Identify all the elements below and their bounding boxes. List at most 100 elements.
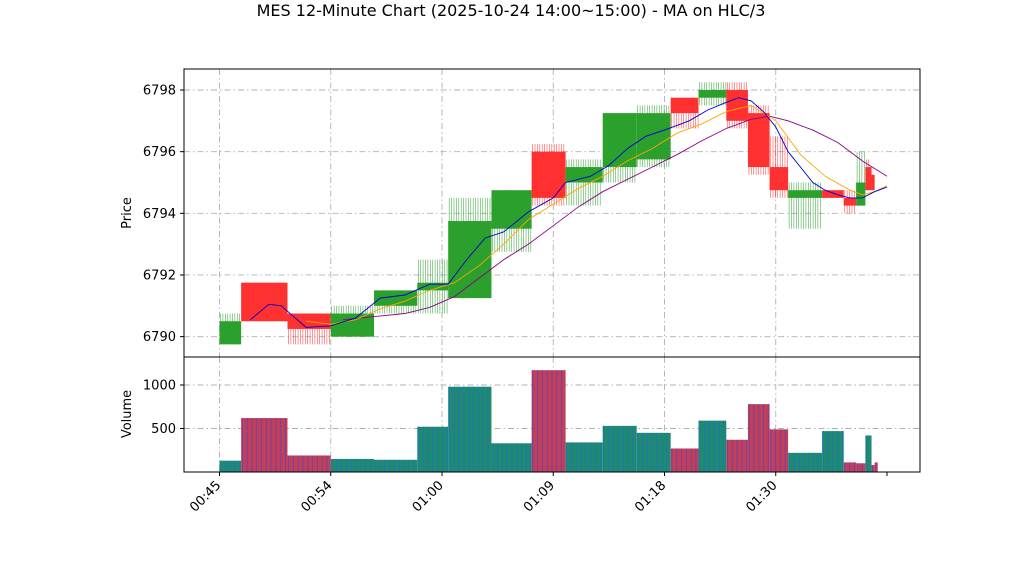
volume-bar-fill [698, 420, 727, 472]
candle-down [843, 190, 857, 214]
volume-bar-fill [670, 448, 699, 472]
candle-up [698, 82, 727, 106]
candle-down [726, 82, 748, 129]
volume-bar-up [822, 431, 844, 472]
volume-y-tick-label: 500 [151, 422, 176, 437]
price-y-tick-label: 6798 [143, 84, 176, 99]
volume-bar-fill [602, 425, 637, 472]
candle-up [374, 290, 418, 314]
candle-up [219, 313, 242, 345]
volume-y-ticks: 500 1000 [143, 379, 184, 437]
volume-bar-up [565, 442, 603, 472]
candle-down [871, 174, 875, 191]
volume-bar-up [865, 435, 872, 472]
candle-body [871, 174, 875, 191]
price-moving-averages [250, 97, 888, 328]
candle-down [241, 282, 288, 322]
price-y-ticks: 6790 6792 6794 6796 6798 [143, 84, 184, 345]
volume-bar-down [769, 429, 789, 472]
volume-bar-up [602, 425, 637, 472]
candle-body [843, 197, 857, 206]
volume-bar-down [670, 448, 699, 472]
volume-bar-down [287, 455, 331, 472]
volume-bar-up [219, 460, 242, 472]
candle-body [241, 282, 288, 322]
candle-body [417, 282, 449, 291]
candle-body [602, 113, 637, 168]
price-y-tick-label: 6794 [143, 207, 176, 222]
candle-body [698, 90, 727, 98]
price-y-tick-label: 6796 [143, 145, 176, 160]
volume-bar-up [698, 420, 727, 472]
volume-bar-fill [636, 432, 671, 472]
volume-bar-fill [531, 370, 566, 472]
volume-y-tick-label: 1000 [143, 379, 176, 394]
volume-bars [219, 370, 878, 472]
candle-body [330, 313, 375, 337]
candle-down [769, 136, 789, 198]
candle-body [531, 151, 566, 198]
candle-up [788, 182, 823, 229]
candle-body [726, 90, 748, 121]
volume-bar-fill [788, 452, 823, 472]
candle-body [565, 167, 603, 183]
volume-bar-up [491, 443, 532, 472]
price-panel: 6790 6792 6794 6796 6798 Price [120, 68, 921, 358]
price-grid [184, 69, 920, 357]
price-axis-label: Price [120, 197, 135, 229]
candle-body [822, 190, 844, 198]
price-candles [219, 82, 875, 345]
candle-down [822, 190, 844, 198]
x-tick-label: 01:00 [410, 478, 447, 515]
ma-fast-line [250, 97, 888, 328]
volume-bar-fill [865, 435, 872, 472]
volume-bar-fill [856, 463, 866, 472]
candle-body [747, 113, 770, 168]
candle-down [670, 97, 699, 129]
volume-axis-label: Volume [120, 390, 135, 438]
candle-body [448, 221, 492, 299]
candle-down [747, 105, 770, 175]
volume-bar-down [726, 439, 748, 472]
candle-body [636, 113, 671, 160]
candle-down [531, 143, 566, 206]
x-tick-label: 01:30 [743, 478, 780, 515]
ma-mid-line [305, 104, 888, 325]
volume-bar-up [788, 452, 823, 472]
candle-up [491, 190, 532, 252]
volume-bar-up [417, 426, 449, 472]
candle-body [219, 321, 242, 345]
candle-body [769, 167, 789, 191]
volume-bar-down [843, 462, 857, 472]
candle-body [865, 167, 872, 191]
x-tick-label: 00:54 [298, 478, 335, 515]
candle-up [636, 105, 671, 168]
volume-plot-frame [183, 356, 921, 473]
volume-bar-down [874, 462, 878, 472]
volume-panel: 500 1000 Volume [120, 356, 921, 473]
x-tick-label: 01:09 [521, 478, 558, 515]
volume-bar-down [241, 418, 288, 472]
candle-body [670, 97, 699, 114]
candle-down [287, 313, 331, 345]
volume-bar-down [531, 370, 566, 472]
price-y-tick-label: 6792 [143, 268, 176, 283]
volume-bar-down [871, 465, 875, 472]
ma-slow-line [343, 115, 888, 321]
time-x-ticks: 00:45 00:54 01:00 01:09 01:18 01:30 [187, 472, 888, 515]
candle-up [330, 305, 375, 337]
candle-body [788, 190, 823, 198]
price-y-tick-label: 6790 [143, 330, 176, 345]
volume-bar-up [448, 386, 492, 472]
candle-body [491, 190, 532, 229]
candle-up [602, 113, 637, 183]
chart-title: MES 12-Minute Chart (2025-10-24 14:00~15… [257, 1, 766, 20]
volume-bar-down [747, 404, 770, 472]
volume-bar-fill [241, 418, 288, 472]
x-tick-label: 01:18 [632, 478, 669, 515]
candle-down [865, 159, 872, 191]
x-tick-label: 00:45 [187, 478, 224, 515]
volume-bar-up [330, 458, 375, 472]
volume-bar-fill [448, 386, 492, 472]
